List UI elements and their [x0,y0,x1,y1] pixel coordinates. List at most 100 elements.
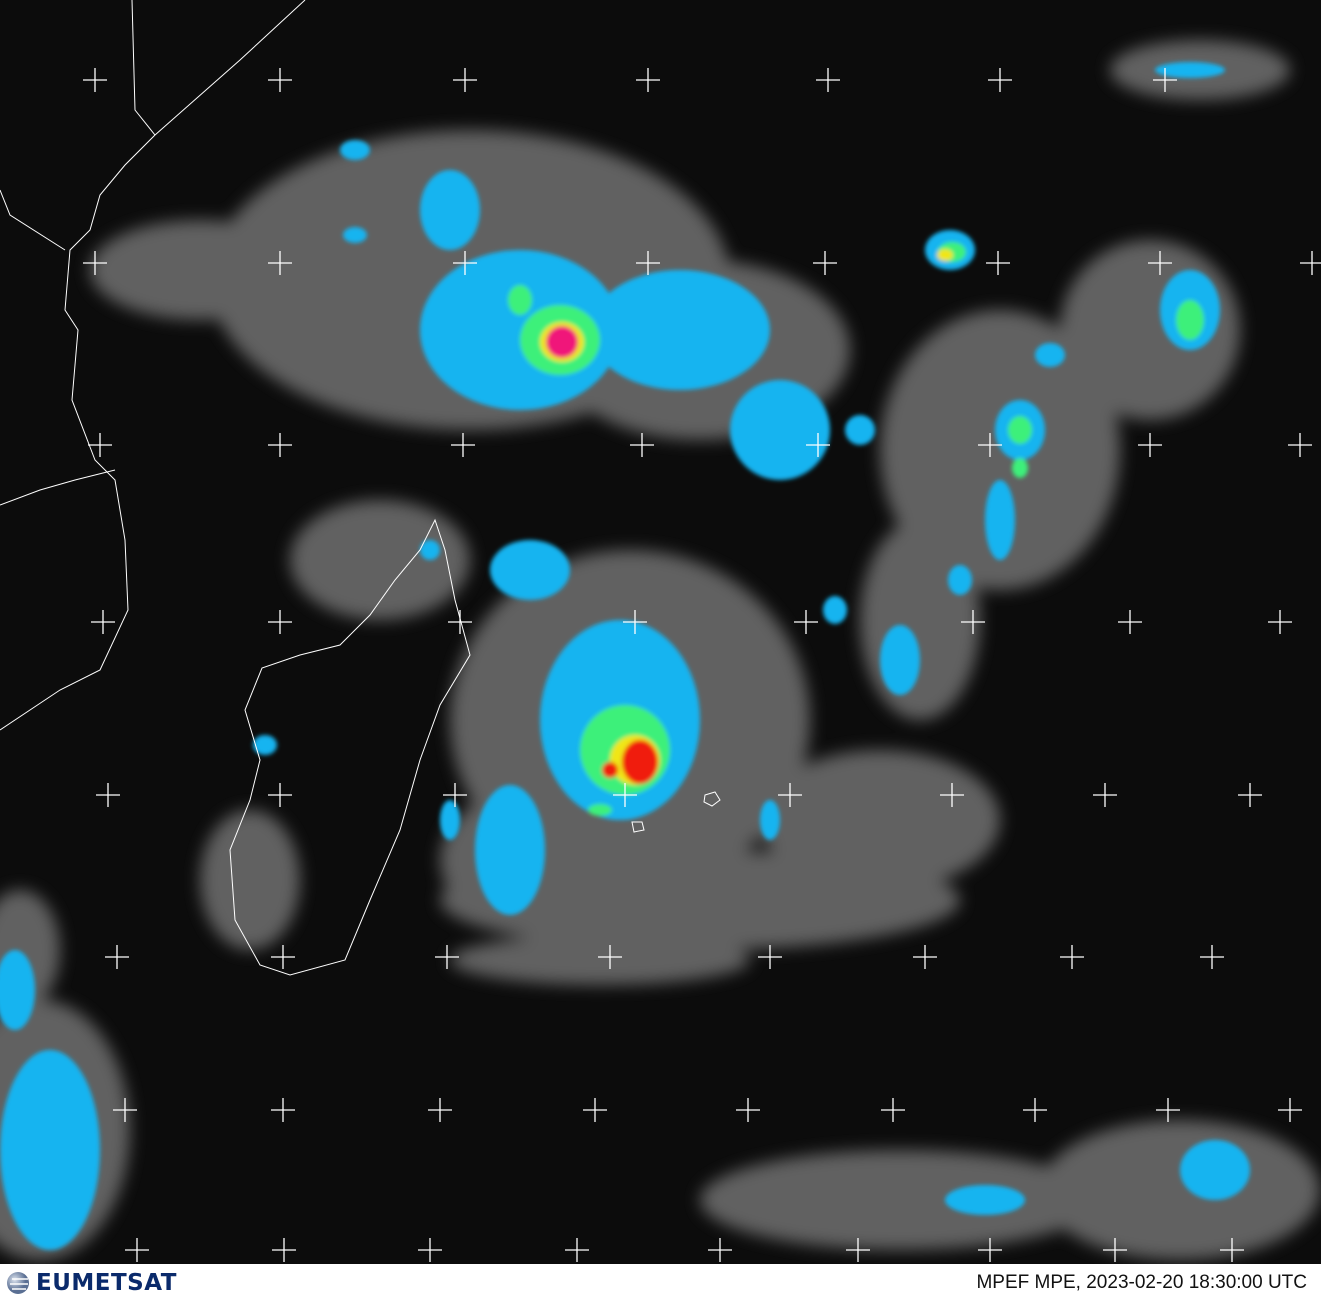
precip-cell [730,380,830,480]
grid-cross [1118,610,1142,634]
grid-cross [794,610,818,634]
grid-cross [846,1238,870,1262]
grid-cross [1153,68,1177,92]
cloud [760,750,1000,890]
grid-cross [453,251,477,275]
coastlines [0,0,721,976]
grid-cross [1103,1238,1127,1262]
grid-cross [271,945,295,969]
grid-cross [451,433,475,457]
grid-cross [435,945,459,969]
grid-cross [268,251,292,275]
grid-cross [443,783,467,807]
grid-cross [453,68,477,92]
grid-cross [988,68,1012,92]
precip-cell [937,249,953,261]
grid-cross [448,610,472,634]
precip-cell [546,326,578,358]
eumetsat-logo: EUMETSAT [6,1270,177,1296]
grid-cross [268,610,292,634]
grid-cross [778,783,802,807]
grid-cross [1200,945,1224,969]
grid-cross [881,1098,905,1122]
precip-cell [490,540,570,600]
satellite-image [0,0,1321,1264]
grid-cross [708,1238,732,1262]
precip-cell [1012,458,1028,478]
precip-cell [880,625,920,695]
logo-text: EUMETSAT [36,1270,177,1296]
grid-cross [1138,433,1162,457]
grid-cross [1220,1238,1244,1262]
island-coastline [631,791,721,833]
grid-cross [268,783,292,807]
precip-cell [420,540,440,560]
grid-cross [428,1098,452,1122]
africa-coastline [0,0,306,731]
grid-cross [623,610,647,634]
grid-cross [1300,251,1321,275]
country-border [0,189,116,506]
precip-cell [760,800,780,840]
grid-cross [88,433,112,457]
cloud [860,520,980,720]
grid-cross [91,610,115,634]
grid-cross [736,1098,760,1122]
precip-cell [420,170,480,250]
precip-cell [945,1185,1025,1215]
grid-cross [1268,610,1292,634]
grid-cross [630,433,654,457]
precip-cell [1155,62,1225,78]
precip-cell [440,800,460,840]
timestamp-label: MPEF MPE, 2023-02-20 18:30:00 UTC [976,1272,1307,1293]
grid-cross [1060,945,1084,969]
grid-cross [978,433,1002,457]
footer-bar: EUMETSAT MPEF MPE, 2023-02-20 18:30:00 U… [0,1264,1321,1304]
cloud [290,500,470,620]
precip-cell [823,596,847,624]
grid-cross [636,68,660,92]
precip-cell [253,735,277,755]
precipitation-layer [0,62,1250,1250]
precip-cell [475,785,545,915]
grid-cross [806,433,830,457]
grid-cross [268,68,292,92]
grid-cross [1288,433,1312,457]
precip-cell [340,140,370,160]
precip-cell [0,1050,100,1250]
globe-icon [7,1272,29,1294]
precip-cell [1035,343,1065,367]
cloud [200,810,300,950]
grid-cross [1278,1098,1302,1122]
precip-cell [1176,300,1204,340]
grid-cross [113,1098,137,1122]
grid-cross [913,945,937,969]
grid-cross [1238,783,1262,807]
grid-cross [83,251,107,275]
grid-cross [96,783,120,807]
grid-cross [271,1098,295,1122]
precip-cell [1180,1140,1250,1200]
precip-cell [508,285,532,315]
precip-cell [590,270,770,390]
grid-cross [1148,251,1172,275]
grid-cross [125,1238,149,1262]
precip-cell [622,740,658,784]
grid-cross [940,783,964,807]
precip-cell [845,415,875,445]
grid-cross [636,251,660,275]
grid-cross [961,610,985,634]
grid-cross [83,68,107,92]
grid-cross [613,783,637,807]
grid-cross [598,945,622,969]
precip-cell [0,950,35,1030]
lat-lon-grid [83,68,1321,1262]
grid-cross [105,945,129,969]
precip-cell [985,480,1015,560]
grid-cross [1156,1098,1180,1122]
grid-cross [986,251,1010,275]
grid-cross [813,251,837,275]
cloud [90,220,310,320]
grid-cross [583,1098,607,1122]
